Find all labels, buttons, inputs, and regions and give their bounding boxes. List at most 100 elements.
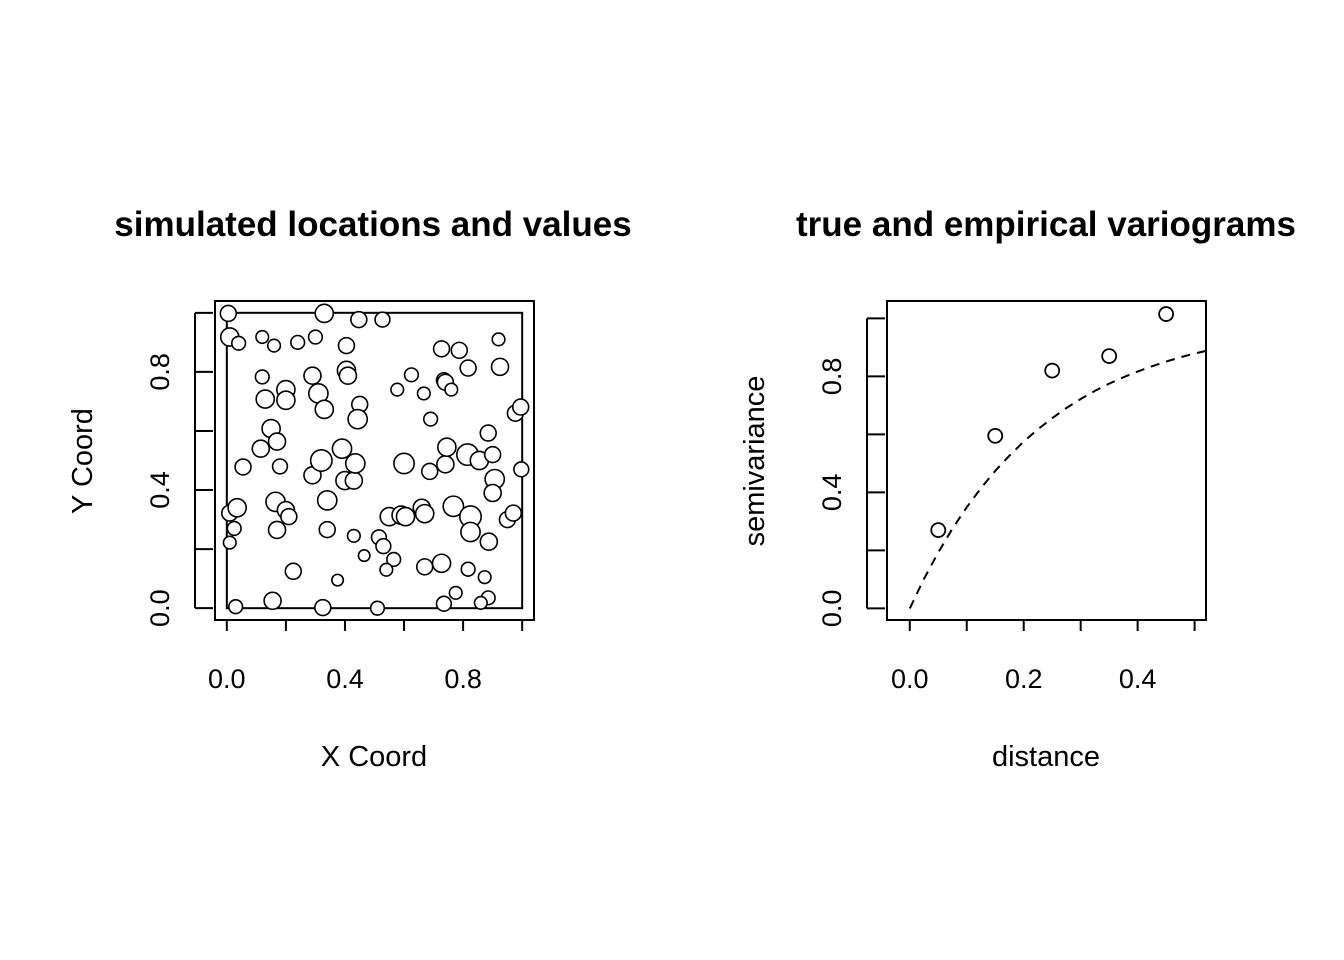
left-x-axis-label: X Coord	[321, 741, 427, 773]
right-x-tick-label: 0.2	[1005, 664, 1043, 694]
left-y-tick-label: 0.0	[145, 589, 175, 627]
right-chart-title: true and empirical variograms	[796, 205, 1296, 244]
data-point	[374, 311, 391, 328]
left-chart-title: simulated locations and values	[114, 205, 631, 244]
data-point	[266, 338, 282, 353]
right-point-layer	[930, 306, 1175, 538]
left-x-tick-label: 0.8	[444, 664, 482, 694]
data-point	[473, 595, 488, 610]
data-point	[219, 304, 238, 323]
data-point	[483, 483, 502, 503]
data-point	[459, 359, 477, 377]
data-point	[479, 532, 499, 552]
data-point	[511, 398, 530, 416]
data-point	[267, 520, 287, 540]
data-point	[331, 438, 353, 460]
right-panel: true and empirical variograms 0.0 0.2 0.4 …	[739, 205, 1296, 773]
data-point	[403, 367, 420, 383]
left-x-tick-label: 0.0	[208, 664, 246, 694]
data-point	[460, 561, 476, 577]
data-point	[228, 599, 244, 615]
data-point	[338, 366, 358, 386]
right-plot-frame	[886, 300, 1207, 621]
data-point	[251, 439, 271, 458]
data-point	[442, 495, 465, 518]
data-point	[290, 334, 306, 351]
data-point	[347, 408, 369, 430]
data-point	[314, 598, 332, 617]
data-point	[267, 432, 287, 451]
data-point	[444, 382, 459, 397]
data-point	[255, 389, 276, 409]
true-variogram-curve	[908, 349, 1207, 609]
right-x-axis-label: distance	[992, 741, 1100, 773]
left-y-tick-label: 0.8	[145, 353, 175, 391]
right-y-axis-label: semivariance	[739, 376, 771, 547]
data-point	[314, 303, 335, 324]
data-point	[234, 458, 252, 476]
right-y-tick-label: 0.4	[817, 474, 847, 512]
left-x-tick-label: 0.4	[326, 664, 364, 694]
right-y-tick-label: 0.0	[817, 590, 847, 628]
data-point	[316, 489, 338, 511]
left-y-axis: 0.0 0.4 0.8	[145, 311, 213, 627]
data-point	[344, 453, 366, 474]
data-point	[263, 591, 282, 611]
data-point	[337, 336, 356, 355]
left-y-axis-label: Y Coord	[67, 408, 99, 514]
data-point	[386, 551, 402, 568]
empirical-variogram-point	[1158, 306, 1175, 322]
left-y-tick-label: 0.4	[145, 471, 175, 509]
data-point	[314, 399, 335, 420]
data-point	[226, 520, 242, 537]
data-point	[414, 503, 435, 524]
data-point	[284, 562, 303, 581]
data-point	[255, 329, 270, 345]
right-x-tick-label: 0.4	[1119, 664, 1157, 694]
data-point	[448, 585, 463, 600]
data-point	[303, 366, 322, 386]
left-panel: simulated locations and values 0.0 0.4 0.8…	[67, 205, 632, 773]
data-point	[416, 386, 431, 401]
data-point	[393, 452, 415, 475]
data-point	[431, 553, 452, 574]
data-point	[350, 310, 368, 329]
data-point	[230, 335, 247, 351]
data-point	[504, 504, 523, 522]
data-point	[227, 497, 248, 518]
data-point	[357, 549, 371, 563]
data-point	[415, 558, 434, 576]
data-point	[450, 341, 469, 360]
data-point	[369, 600, 386, 616]
empirical-variogram-point	[1044, 362, 1061, 379]
data-point	[346, 528, 361, 543]
data-point	[276, 390, 296, 411]
data-point	[479, 424, 497, 442]
data-point	[309, 448, 333, 472]
data-point	[271, 458, 289, 475]
right-y-axis: 0.0 0.4 0.8	[817, 317, 885, 628]
right-x-axis: 0.0 0.2 0.4	[891, 619, 1196, 694]
data-point	[513, 461, 530, 478]
data-point	[307, 329, 324, 345]
data-point	[460, 521, 481, 543]
data-point	[331, 573, 345, 587]
data-point	[318, 520, 336, 539]
data-point	[436, 455, 455, 474]
data-point	[435, 595, 453, 612]
left-x-axis: 0.0 0.4 0.8	[208, 619, 524, 694]
data-point	[254, 369, 270, 385]
data-point	[422, 411, 439, 427]
right-x-tick-label: 0.0	[891, 664, 929, 694]
data-point	[344, 471, 364, 490]
left-point-layer	[219, 303, 530, 617]
data-point	[375, 537, 392, 555]
right-y-tick-label: 0.8	[817, 358, 847, 396]
data-point	[477, 570, 492, 585]
data-point	[280, 507, 298, 526]
data-point	[379, 562, 394, 577]
data-point	[483, 445, 502, 464]
empirical-variogram-point	[930, 522, 947, 538]
data-point	[395, 506, 416, 527]
